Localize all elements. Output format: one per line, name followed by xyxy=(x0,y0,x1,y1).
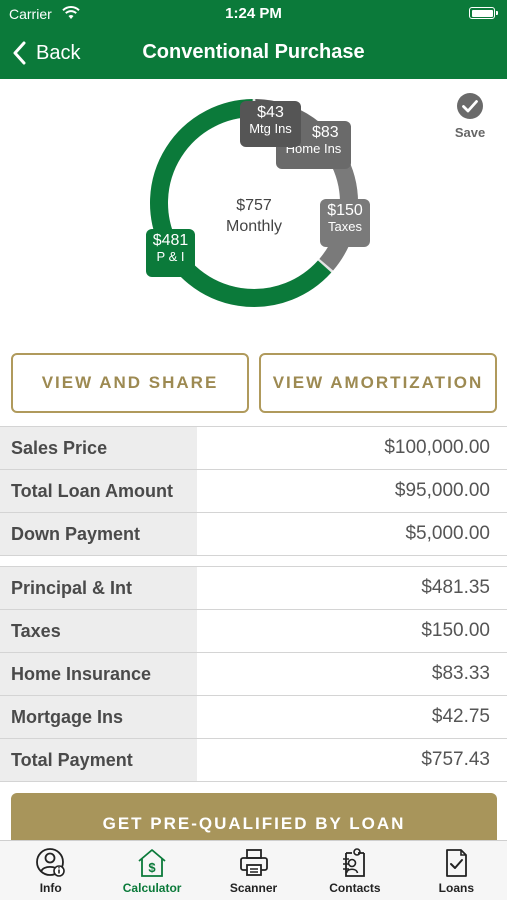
row-value: $95,000.00 xyxy=(394,480,490,501)
table-row: Total Loan Amount $95,000.00 xyxy=(0,469,507,512)
tab-calculator[interactable]: $ Calculator xyxy=(101,841,202,900)
nav-bar: Back Conventional Purchase xyxy=(0,28,507,79)
monthly-total: $757 Monthly xyxy=(204,196,304,238)
status-bar: Carrier 1:24 PM xyxy=(0,0,507,28)
back-button[interactable]: Back xyxy=(12,38,80,68)
tab-info[interactable]: Info xyxy=(0,841,101,900)
table-row: Total Payment $757.43 xyxy=(0,738,507,781)
page-title: Conventional Purchase xyxy=(142,41,365,63)
row-value: $481.35 xyxy=(421,577,490,598)
row-label: Total Loan Amount xyxy=(0,470,197,512)
row-label: Home Insurance xyxy=(0,653,197,695)
tab-contacts[interactable]: Contacts xyxy=(304,841,405,900)
printer-icon xyxy=(239,849,268,876)
row-value: $757.43 xyxy=(421,749,490,770)
row-value: $100,000.00 xyxy=(384,437,490,458)
contacts-icon xyxy=(342,848,365,877)
view-and-share-button[interactable]: VIEW AND SHARE xyxy=(11,353,249,413)
row-label: Down Payment xyxy=(0,513,197,555)
table-row: Taxes $150.00 xyxy=(0,609,507,652)
row-label: Mortgage Ins xyxy=(0,696,197,738)
carrier-label: Carrier xyxy=(9,6,52,22)
tab-scanner[interactable]: Scanner xyxy=(203,841,304,900)
row-value: $42.75 xyxy=(431,706,490,727)
save-button[interactable]: Save xyxy=(448,92,492,140)
tab-loans[interactable]: Loans xyxy=(406,841,507,900)
row-label: Total Payment xyxy=(0,739,197,781)
table-row: Home Insurance $83.33 xyxy=(0,652,507,695)
payment-breakdown-table: Principal & Int $481.35 Taxes $150.00 Ho… xyxy=(0,566,507,782)
table-row: Sales Price $100,000.00 xyxy=(0,426,507,469)
monthly-total-label: Monthly xyxy=(225,217,283,235)
document-check-icon xyxy=(446,849,468,877)
slice-label-taxes: $150 Taxes xyxy=(320,199,370,247)
slice-label-mtg-ins: $43 Mtg Ins xyxy=(240,101,301,147)
table-row: Principal & Int $481.35 xyxy=(0,566,507,609)
wifi-icon xyxy=(62,6,80,19)
row-label: Sales Price xyxy=(0,427,197,469)
check-circle-icon xyxy=(457,93,483,119)
row-value: $5,000.00 xyxy=(405,523,490,544)
loan-summary-table: Sales Price $100,000.00 Total Loan Amoun… xyxy=(0,426,507,556)
payment-chart: $757 Monthly $83 Home Ins $43 Mtg Ins $1… xyxy=(0,79,507,339)
save-label: Save xyxy=(454,125,486,140)
chevron-left-icon xyxy=(13,41,26,65)
battery-icon xyxy=(469,7,498,19)
tab-bar: Info $ Calculator Scanner Contacts xyxy=(0,840,507,900)
view-amortization-button[interactable]: VIEW AMORTIZATION xyxy=(259,353,497,413)
table-row: Down Payment $5,000.00 xyxy=(0,512,507,555)
slice-label-p-and-i: $481 P & I xyxy=(146,229,195,277)
row-label: Principal & Int xyxy=(0,567,197,609)
monthly-total-amount: $757 xyxy=(236,197,272,214)
calculator-house-icon: $ xyxy=(138,849,166,877)
back-label: Back xyxy=(36,41,81,64)
row-label: Taxes xyxy=(0,610,197,652)
row-value: $83.33 xyxy=(431,663,490,684)
row-value: $150.00 xyxy=(421,620,490,641)
svg-text:$: $ xyxy=(148,860,156,875)
status-time: 1:24 PM xyxy=(225,5,282,22)
person-info-icon xyxy=(35,848,65,877)
table-row: Mortgage Ins $42.75 xyxy=(0,695,507,738)
